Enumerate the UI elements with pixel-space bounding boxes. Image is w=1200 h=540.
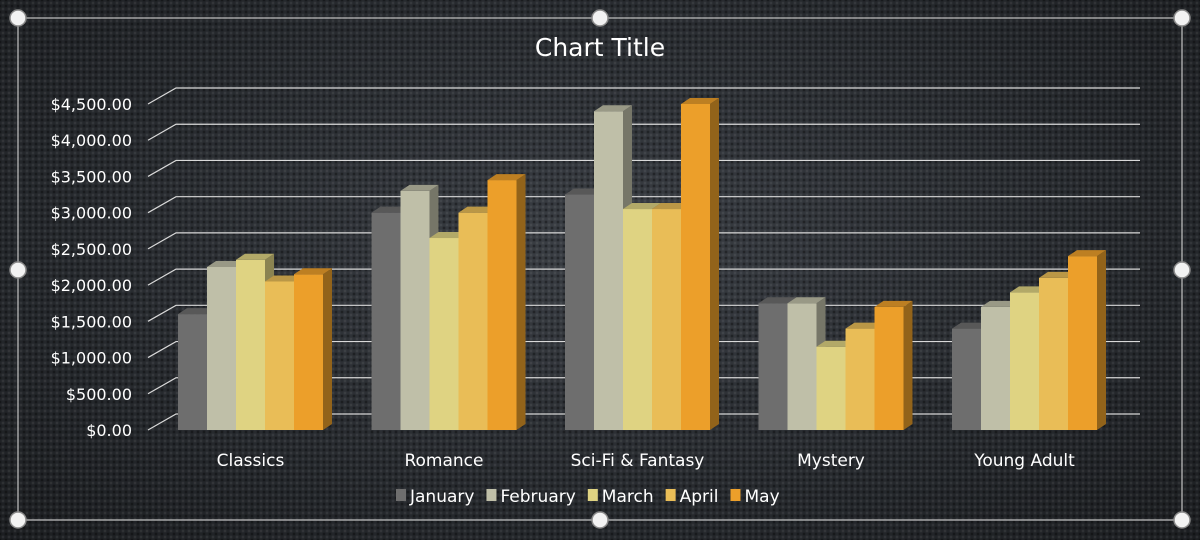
legend-label: January [409,487,474,507]
y-tick-label: $0.00 [86,421,132,440]
resize-handle[interactable] [1173,511,1191,529]
legend-label: February [500,487,575,507]
gridline [147,268,1140,286]
legend-label: April [680,487,719,507]
gridline [147,123,1140,141]
legend-swatch [665,489,676,501]
bar[interactable] [487,174,526,430]
gridline [147,159,1140,177]
category-label: Sci-Fi & Fantasy [571,451,705,471]
legend-label: March [602,487,654,507]
gridline [147,87,1140,105]
bar[interactable] [874,300,913,430]
legend-item[interactable]: May [730,487,780,507]
category-label: Classics [217,451,285,471]
legend-swatch [486,489,497,501]
bar[interactable] [681,98,719,430]
chart-title[interactable]: Chart Title [535,33,665,62]
legend[interactable]: January February March April May [396,487,780,507]
gridline [147,232,1140,250]
gridline [147,196,1140,214]
legend-swatch [396,489,406,501]
resize-handle[interactable] [591,9,609,27]
bar[interactable] [294,268,332,430]
y-tick-label: $2,500.00 [51,240,132,259]
legend-item[interactable]: March [587,487,654,507]
y-tick-label: $4,500.00 [51,95,132,114]
legend-label: May [744,487,779,507]
resize-handle[interactable] [1173,9,1191,27]
resize-handle[interactable] [9,9,27,27]
y-tick-label: $1,000.00 [51,349,132,368]
category-label: Mystery [797,451,865,471]
category-label: Romance [404,451,483,471]
bars [178,98,1106,430]
resize-handle[interactable] [591,511,609,529]
legend-item[interactable]: April [665,487,719,507]
y-axis-ticks: $0.00 $500.00 $1,000.00 $1,500.00 $2,000.00 $… [51,95,132,440]
y-tick-label: $4,000.00 [51,131,132,150]
legend-swatch [587,489,598,501]
bar[interactable] [1068,250,1106,430]
resize-handle[interactable] [9,511,27,529]
y-tick-label: $3,500.00 [51,167,132,186]
resize-handle[interactable] [9,261,27,279]
y-tick-label: $500.00 [66,385,132,404]
y-tick-label: $3,000.00 [51,204,132,223]
legend-swatch [730,489,741,501]
legend-item[interactable]: February [486,487,576,507]
legend-item[interactable]: January [396,487,474,507]
y-tick-label: $1,500.00 [51,312,132,331]
bar[interactable] [458,206,497,430]
category-label: Young Adult [973,451,1075,471]
resize-handle[interactable] [1173,261,1191,279]
selection-frame[interactable] [9,9,1191,529]
y-tick-label: $2,000.00 [51,276,132,295]
x-axis-categories: Classics Romance Sci-Fi & Fantasy Mystery Yo… [217,451,1075,471]
